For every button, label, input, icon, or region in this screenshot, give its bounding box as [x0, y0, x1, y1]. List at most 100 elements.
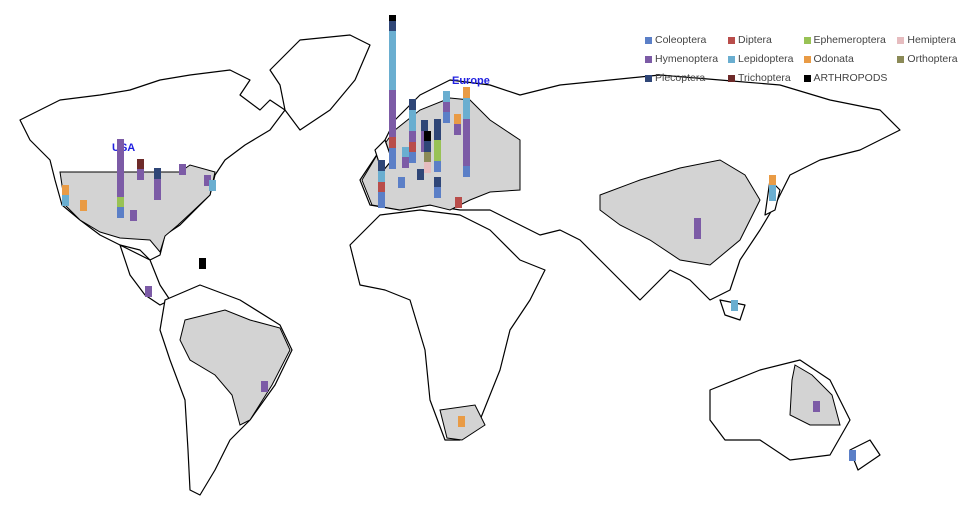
stacked-bar-eu-russia — [462, 86, 470, 177]
legend-item: Hymenoptera — [645, 53, 718, 65]
bar-segment-odonata — [462, 86, 470, 98]
stacked-bar-eu-balkans — [433, 176, 441, 198]
bar-segment-lepidoptera — [768, 185, 776, 201]
bar-segment-plecoptera — [433, 119, 441, 141]
bar-segment-ephemeroptera — [116, 196, 124, 208]
legend-swatch — [645, 55, 652, 63]
stacked-bar-eu-spain — [377, 160, 385, 208]
bar-segment-plecoptera — [377, 160, 385, 171]
legend-swatch — [803, 55, 811, 63]
stacked-bar-japan — [768, 174, 776, 201]
bar-segment-odonata — [61, 184, 69, 196]
legend-swatch — [897, 36, 905, 44]
bar-segment-plecoptera — [416, 169, 424, 180]
legend-item: ARTHROPODS — [803, 72, 888, 84]
stacked-bar-new-zealand — [848, 450, 856, 461]
bar-segment-diptera — [454, 197, 462, 208]
stacked-bar-eu-france — [401, 146, 409, 168]
stacked-bar-usa-ne — [178, 164, 186, 175]
bar-segment-odonata — [453, 113, 461, 125]
bar-segment-lepidoptera — [61, 195, 69, 206]
bar-segment-lepidoptera — [401, 146, 409, 158]
bar-segment-coleoptera — [442, 112, 450, 123]
bar-segment-coleoptera — [116, 207, 124, 218]
bar-segment-hymenoptera — [693, 217, 701, 239]
legend-swatch — [897, 55, 905, 63]
legend-swatch — [803, 36, 811, 44]
bar-segment-lepidoptera — [208, 180, 216, 191]
bar-segment-plecoptera — [408, 99, 416, 111]
legend-label: Plecoptera — [655, 72, 706, 84]
legend-label: Coleoptera — [655, 34, 707, 46]
stacked-bar-eu-greece — [454, 197, 462, 208]
stacked-bar-usa-sw — [79, 200, 87, 211]
legend-label: Lepidoptera — [738, 53, 794, 65]
bar-segment-arthropods — [388, 15, 396, 21]
stacked-bar-australia — [812, 401, 820, 412]
bar-segment-plecoptera — [153, 168, 161, 179]
bar-segment-plecoptera — [388, 20, 396, 32]
bar-segment-diptera — [388, 137, 396, 148]
legend-item: Ephemeroptera — [803, 34, 888, 46]
bar-segment-hymenoptera — [462, 118, 470, 167]
legend-label: Orthoptera — [907, 53, 958, 65]
bar-segment-diptera — [377, 181, 385, 193]
new-zealand — [849, 439, 881, 471]
legend-item: Orthoptera — [897, 53, 958, 65]
bar-segment-arthropods — [423, 130, 431, 142]
legend-swatch — [728, 55, 736, 63]
usa-shaded — [59, 164, 216, 254]
legend-label: Hymenoptera — [655, 53, 719, 65]
bar-segment-coleoptera — [462, 166, 470, 177]
legend: Coleoptera Diptera Ephemeroptera Hemiptera H… — [645, 34, 958, 84]
bar-segment-hymenoptera — [129, 210, 137, 221]
stacked-bar-eu-swiss — [416, 169, 424, 180]
bar-segment-lepidoptera — [442, 91, 450, 102]
legend-item: Plecoptera — [645, 72, 718, 84]
bar-segment-hymenoptera — [442, 101, 450, 113]
legend-label: Diptera — [738, 34, 772, 46]
stacked-bar-usa-west — [61, 184, 69, 206]
bar-segment-hymenoptera — [260, 381, 268, 392]
bar-segment-hymenoptera — [116, 138, 124, 197]
legend-item: Coleoptera — [645, 34, 718, 46]
bar-segment-arthropods — [198, 258, 206, 269]
bar-segment-plecoptera — [423, 141, 431, 152]
legend-item: Hemiptera — [897, 34, 957, 46]
stacked-bar-central-america — [144, 286, 152, 297]
stacked-bar-eu-czech — [423, 130, 431, 173]
bar-segment-lepidoptera — [408, 110, 416, 132]
stacked-bar-usa-east2 — [203, 175, 211, 186]
bar-segment-orthoptera — [423, 151, 431, 163]
stacked-bar-caribbean — [198, 258, 206, 269]
legend-label: Ephemeroptera — [813, 34, 886, 46]
bar-segment-lepidoptera — [388, 31, 396, 90]
bar-segment-coleoptera — [397, 177, 405, 188]
legend-label: ARTHROPODS — [813, 72, 888, 84]
legend-swatch — [645, 74, 652, 82]
africa — [349, 209, 546, 441]
stacked-bar-malaysia — [730, 300, 738, 311]
legend-item: Trichoptera — [728, 72, 793, 84]
stacked-bar-eu-france-s — [397, 177, 405, 188]
legend-item: Odonata — [803, 53, 888, 65]
bar-segment-hymenoptera — [153, 178, 161, 200]
bar-segment-hemiptera — [423, 162, 431, 173]
bar-segment-diptera — [408, 141, 416, 153]
bar-segment-hymenoptera — [812, 401, 820, 412]
bar-segment-coleoptera — [433, 187, 441, 198]
bar-segment-hymenoptera — [388, 89, 396, 138]
legend-label: Hemiptera — [907, 34, 956, 46]
stacked-bar-eu-belgium — [408, 99, 416, 163]
bar-segment-ephemeroptera — [433, 140, 441, 162]
legend-item: Diptera — [728, 34, 793, 46]
legend-swatch — [728, 36, 736, 44]
usa-label: USA — [112, 142, 136, 154]
stacked-bar-usa-east1 — [153, 168, 161, 200]
bar-segment-hymenoptera — [136, 169, 144, 180]
bar-segment-coleoptera — [848, 450, 856, 461]
stacked-bar-usa-south — [129, 210, 137, 221]
bar-segment-hymenoptera — [401, 157, 409, 168]
stacked-bar-usa-central — [116, 138, 124, 218]
